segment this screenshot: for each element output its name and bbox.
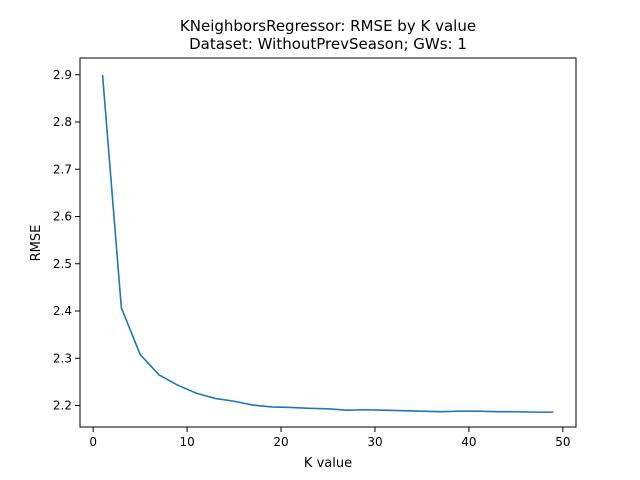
x-axis-ticks: 0 10 20 30 40 50: [89, 427, 570, 449]
y-tick-label: 2.2: [53, 399, 72, 413]
x-tick-label: 0: [89, 435, 97, 449]
plot-area-frame: [79, 57, 577, 428]
y-tick-label: 2.7: [53, 162, 72, 176]
y-tick-label: 2.9: [53, 68, 72, 82]
y-tick-label: 2.5: [53, 257, 72, 271]
x-axis-label: K value: [304, 456, 352, 471]
y-tick-label: 2.3: [53, 351, 72, 365]
chart-title: KNeighborsRegressor: RMSE by K value: [180, 17, 476, 35]
x-tick-label: 20: [273, 435, 288, 449]
x-tick-label: 30: [367, 435, 382, 449]
x-tick-label: 50: [555, 435, 570, 449]
y-axis-ticks: 2.2 2.3 2.4 2.5 2.6 2.7 2.8 2.9: [53, 68, 80, 413]
y-axis-label: RMSE: [29, 225, 44, 262]
y-tick-label: 2.6: [53, 210, 72, 224]
x-tick-label: 10: [179, 435, 194, 449]
rmse-series-line: [101, 74, 554, 413]
chart-subtitle: Dataset: WithoutPrevSeason; GWs: 1: [189, 35, 467, 53]
x-tick-label: 40: [461, 435, 476, 449]
y-tick-label: 2.8: [53, 115, 72, 129]
y-tick-label: 2.4: [53, 304, 72, 318]
